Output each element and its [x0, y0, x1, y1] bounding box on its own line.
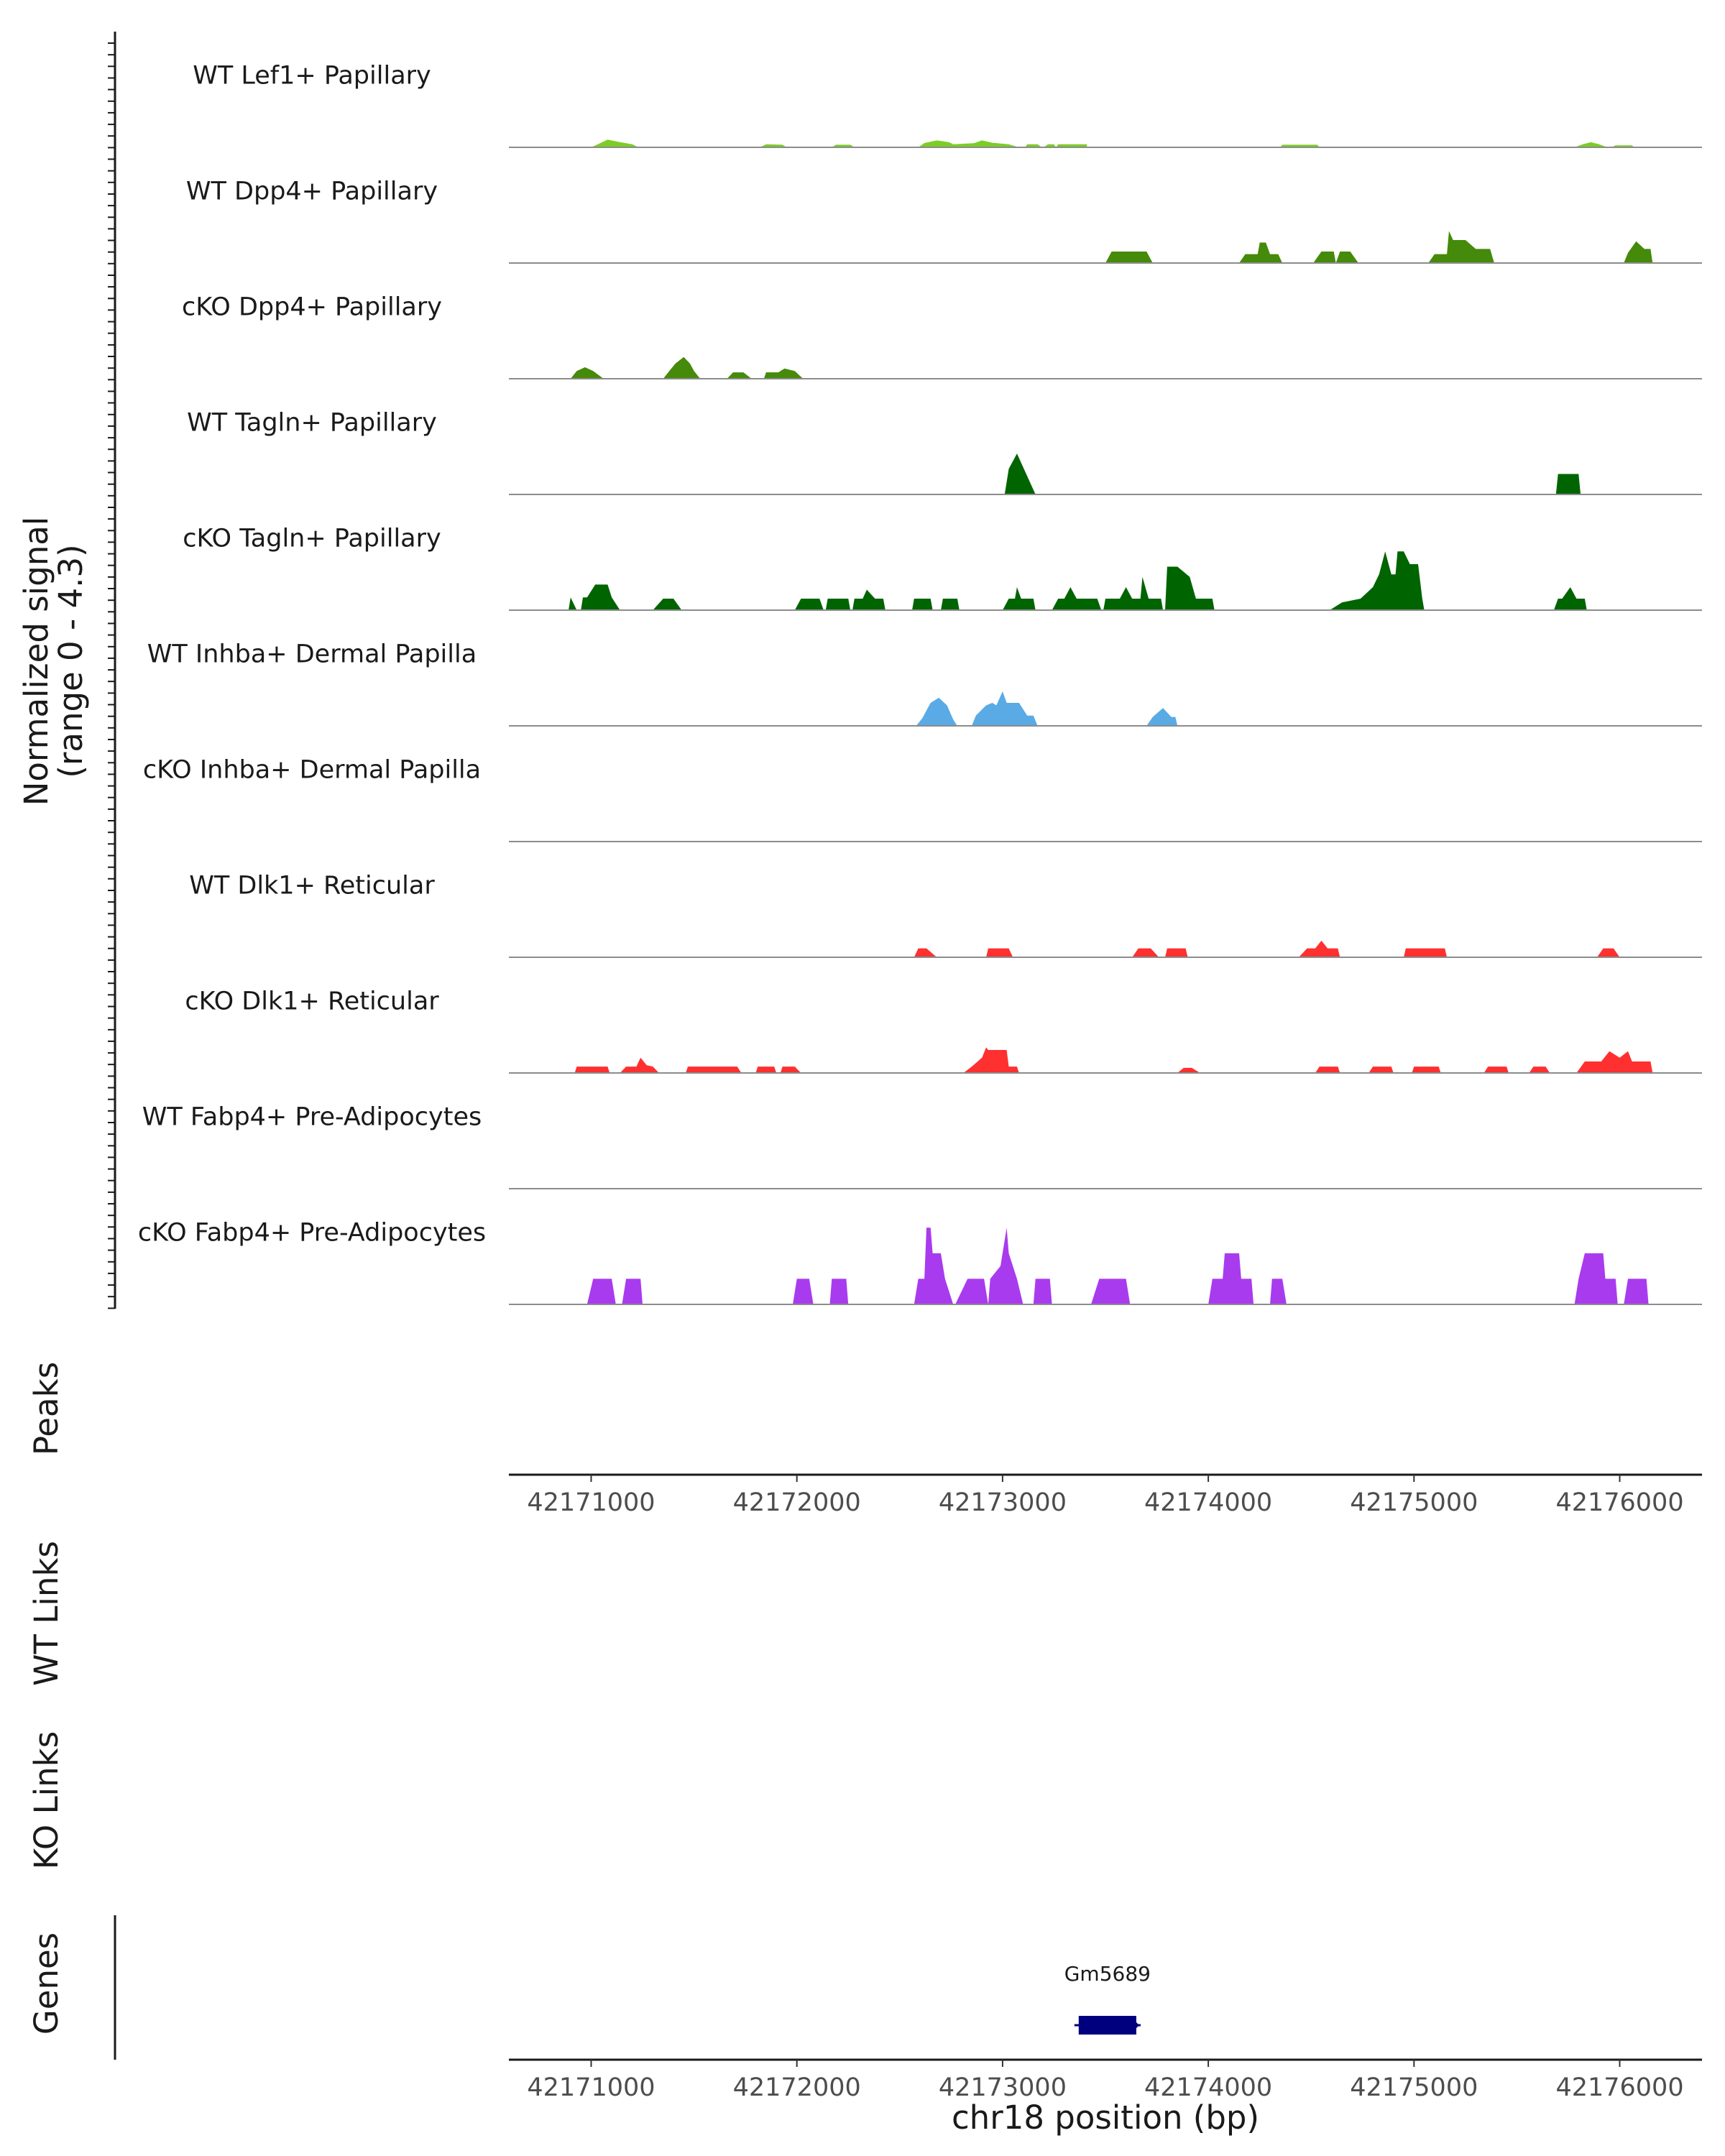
panel-label-peaks: Peaks: [27, 1362, 65, 1455]
track-label: WT Tagln+ Papillary: [187, 408, 437, 437]
x-tick-label: 42176000: [1555, 1488, 1683, 1517]
gene-annotation-panel: Gm5689: [114, 1915, 1151, 2060]
x-tick-label: 42174000: [1144, 1488, 1272, 1517]
coverage-area: [1105, 231, 1653, 263]
x-tick-label: 42176000: [1555, 2073, 1683, 2102]
x-tick-label: 42173000: [939, 1488, 1067, 1517]
x-tick-label: 42174000: [1144, 2073, 1272, 2102]
x-tick-label: 42175000: [1350, 2073, 1478, 2102]
x-tick-label: 42175000: [1350, 1488, 1478, 1517]
track-9: WT Fabp4+ Pre-Adipocytes: [142, 1102, 1702, 1189]
x-tick-label: 42172000: [733, 1488, 861, 1517]
gene-strand-arrow: [1131, 2018, 1140, 2032]
y-axis-range: (range 0 - 4.3): [52, 544, 90, 778]
panel-label-genes: Genes: [27, 1932, 65, 2035]
coverage-area: [569, 551, 1587, 610]
coverage-area: [914, 940, 1620, 957]
coverage-area: [574, 1047, 1653, 1073]
panel-label: WT Links: [27, 1541, 65, 1686]
coverage-area: [916, 691, 1178, 726]
coverage-tracks: WT Lef1+ Papillary WT Dpp4+ Papillary cKO …: [138, 61, 1702, 1305]
track-label: WT Lef1+ Papillary: [193, 61, 431, 90]
x-axis-top: 42171000 42172000 42173000 42174000 42175000…: [509, 1473, 1702, 1517]
track-1: WT Dpp4+ Papillary: [186, 177, 1702, 264]
panel-label: Peaks: [27, 1362, 65, 1455]
panel-label: Genes: [27, 1932, 65, 2035]
y-axis-label: Normalized signal: [17, 517, 55, 806]
x-tick-label: 42171000: [527, 2073, 655, 2102]
y-axis-title: Normalized signal(range 0 - 4.3): [17, 517, 90, 806]
coverage-area: [570, 356, 804, 379]
track-5: WT Inhba+ Dermal Papilla: [147, 640, 1702, 727]
track-3: WT Tagln+ Papillary: [187, 408, 1702, 495]
panel-label-wt_links: WT Links: [27, 1541, 65, 1686]
track-label: WT Dpp4+ Papillary: [186, 177, 438, 206]
x-tick-label: 42172000: [733, 2073, 861, 2102]
track-6: cKO Inhba+ Dermal Papilla: [143, 755, 1702, 842]
coverage-area: [586, 1227, 1649, 1304]
gene-exon: [1078, 2016, 1136, 2035]
track-label: cKO Fabp4+ Pre-Adipocytes: [138, 1218, 486, 1247]
track-label: WT Inhba+ Dermal Papilla: [147, 640, 477, 668]
x-tick-label: 42173000: [939, 2073, 1067, 2102]
track-label: cKO Tagln+ Papillary: [183, 524, 441, 553]
coverage-area: [1004, 453, 1581, 494]
track-label: WT Fabp4+ Pre-Adipocytes: [142, 1102, 482, 1131]
panel-label-ko_links: KO Links: [27, 1731, 65, 1869]
gene-0: Gm5689: [1064, 1962, 1151, 2035]
track-2: cKO Dpp4+ Papillary: [182, 292, 1702, 379]
track-10: cKO Fabp4+ Pre-Adipocytes: [138, 1218, 1702, 1305]
track-4: cKO Tagln+ Papillary: [183, 524, 1702, 611]
x-axis-bottom: 42171000 42172000 42173000 42174000 42175000…: [509, 2058, 1702, 2102]
axes: Normalized signal(range 0 - 4.3) Peaks WT …: [17, 32, 1702, 2137]
x-axis-title: chr18 position (bp): [952, 2099, 1259, 2137]
track-label: cKO Inhba+ Dermal Papilla: [143, 755, 481, 784]
track-label: cKO Dpp4+ Papillary: [182, 292, 442, 321]
gene-label: Gm5689: [1064, 1962, 1151, 1986]
track-label: WT Dlk1+ Reticular: [189, 871, 435, 900]
x-tick-label: 42171000: [527, 1488, 655, 1517]
track-label: cKO Dlk1+ Reticular: [185, 987, 439, 1015]
panel-label: KO Links: [27, 1731, 65, 1869]
coverage-area: [591, 139, 1634, 147]
track-8: cKO Dlk1+ Reticular: [185, 987, 1702, 1074]
track-0: WT Lef1+ Papillary: [193, 61, 1702, 148]
track-7: WT Dlk1+ Reticular: [189, 871, 1702, 958]
